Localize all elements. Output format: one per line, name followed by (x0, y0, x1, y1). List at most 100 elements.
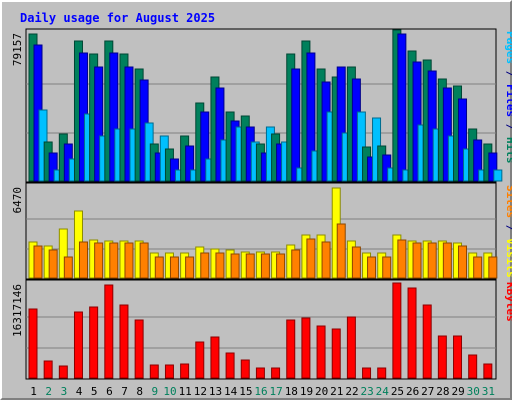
bar-files-day-26 (412, 61, 422, 182)
bar-sites-day-5 (94, 242, 104, 279)
bar-sites-day-19 (306, 238, 316, 279)
bar-kbytes-day-22 (346, 316, 356, 379)
bar-sites-day-20 (321, 241, 331, 279)
bar-sites-day-15 (245, 253, 255, 279)
legend-part-hits: Hits (504, 137, 512, 164)
bar-kbytes-day-1 (28, 308, 38, 379)
bar-kbytes-day-18 (286, 319, 296, 379)
bar-files-day-13 (215, 87, 225, 182)
bar-kbytes-day-26 (407, 287, 417, 379)
day-label-10: 10 (163, 385, 176, 398)
bar-sites-day-13 (215, 252, 225, 279)
bar-sites-day-10 (169, 256, 179, 279)
bar-files-day-30 (473, 139, 483, 182)
legend-part-visits: Visits (504, 238, 512, 278)
bar-kbytes-day-25 (392, 282, 402, 379)
bar-pages-day-31 (493, 169, 503, 182)
bar-kbytes-day-17 (271, 367, 281, 379)
bar-files-day-11 (185, 145, 195, 182)
bar-kbytes-day-16 (255, 367, 265, 379)
bar-sites-day-12 (200, 252, 210, 279)
legend-part-pages: Pages (504, 31, 512, 64)
bar-kbytes-day-14 (225, 352, 235, 379)
day-label-8: 8 (136, 385, 143, 398)
panel-1-legend-label: Pages / Files / Hits (504, 31, 512, 164)
bar-sites-day-3 (63, 256, 73, 279)
day-label-30: 30 (467, 385, 480, 398)
bar-files-day-7 (124, 66, 134, 182)
day-label-31: 31 (482, 385, 495, 398)
bar-kbytes-day-19 (301, 317, 311, 379)
bar-sites-day-4 (78, 241, 88, 279)
chart-title: Daily usage for August 2025 (20, 11, 215, 25)
bar-sites-day-17 (276, 253, 286, 279)
bar-kbytes-day-6 (104, 284, 114, 379)
day-label-6: 6 (106, 385, 113, 398)
day-label-22: 22 (345, 385, 358, 398)
bar-kbytes-day-12 (195, 341, 205, 379)
bar-sites-day-6 (109, 242, 119, 279)
bar-kbytes-day-30 (468, 354, 478, 379)
bar-files-day-12 (200, 111, 210, 182)
bar-sites-day-23 (367, 256, 377, 279)
bar-sites-day-24 (382, 256, 392, 279)
panel-2-legend-label: Sites / Visits (504, 185, 512, 278)
bar-files-day-21 (336, 66, 346, 182)
bar-kbytes-day-23 (362, 367, 372, 379)
day-label-13: 13 (209, 385, 222, 398)
bar-files-day-2 (48, 152, 58, 182)
day-label-2: 2 (45, 385, 52, 398)
bar-files-day-18 (291, 68, 301, 182)
bar-sites-day-22 (351, 246, 361, 279)
day-label-27: 27 (421, 385, 434, 398)
bar-sites-day-21 (336, 223, 346, 279)
bar-sites-day-26 (412, 242, 422, 279)
bar-kbytes-day-10 (164, 364, 174, 379)
bar-kbytes-day-24 (377, 367, 387, 379)
bar-sites-day-25 (397, 239, 407, 279)
bar-kbytes-day-15 (240, 359, 250, 379)
panel-3-legend-label: KBytes (504, 282, 512, 322)
bar-kbytes-day-7 (119, 304, 129, 379)
day-label-28: 28 (436, 385, 449, 398)
day-label-4: 4 (76, 385, 83, 398)
bar-files-day-28 (442, 87, 452, 182)
day-label-16: 16 (254, 385, 267, 398)
bar-kbytes-day-8 (134, 319, 144, 379)
day-label-18: 18 (285, 385, 298, 398)
bar-files-day-25 (397, 33, 407, 182)
panel-2-max-label: 6470 (11, 187, 24, 214)
panel-1-max-label: 79157 (11, 33, 24, 66)
bar-sites-day-2 (48, 249, 58, 279)
day-label-19: 19 (300, 385, 313, 398)
bar-sites-day-14 (230, 253, 240, 279)
day-label-24: 24 (376, 385, 390, 398)
bar-kbytes-day-31 (483, 363, 493, 379)
bar-kbytes-day-5 (89, 306, 99, 379)
bar-sites-day-7 (124, 242, 134, 279)
bar-kbytes-day-21 (331, 328, 341, 379)
bar-files-day-29 (458, 98, 468, 182)
day-label-12: 12 (194, 385, 207, 398)
bar-sites-day-11 (185, 256, 195, 279)
day-label-11: 11 (179, 385, 192, 398)
bar-kbytes-day-27 (422, 304, 432, 379)
day-label-29: 29 (451, 385, 464, 398)
day-label-25: 25 (391, 385, 404, 398)
day-label-20: 20 (315, 385, 328, 398)
bar-sites-day-16 (260, 253, 270, 279)
bar-kbytes-day-28 (437, 335, 447, 379)
day-label-15: 15 (239, 385, 252, 398)
legend-part-separator: / (504, 218, 512, 238)
bar-kbytes-day-4 (73, 311, 83, 379)
bar-kbytes-day-11 (180, 363, 190, 379)
bar-kbytes-day-20 (316, 325, 326, 379)
bar-sites-day-30 (473, 256, 483, 279)
bar-files-day-31 (488, 152, 498, 182)
bar-kbytes-day-9 (149, 364, 159, 379)
day-label-3: 3 (61, 385, 68, 398)
day-label-17: 17 (270, 385, 283, 398)
bar-kbytes-day-13 (210, 336, 220, 379)
